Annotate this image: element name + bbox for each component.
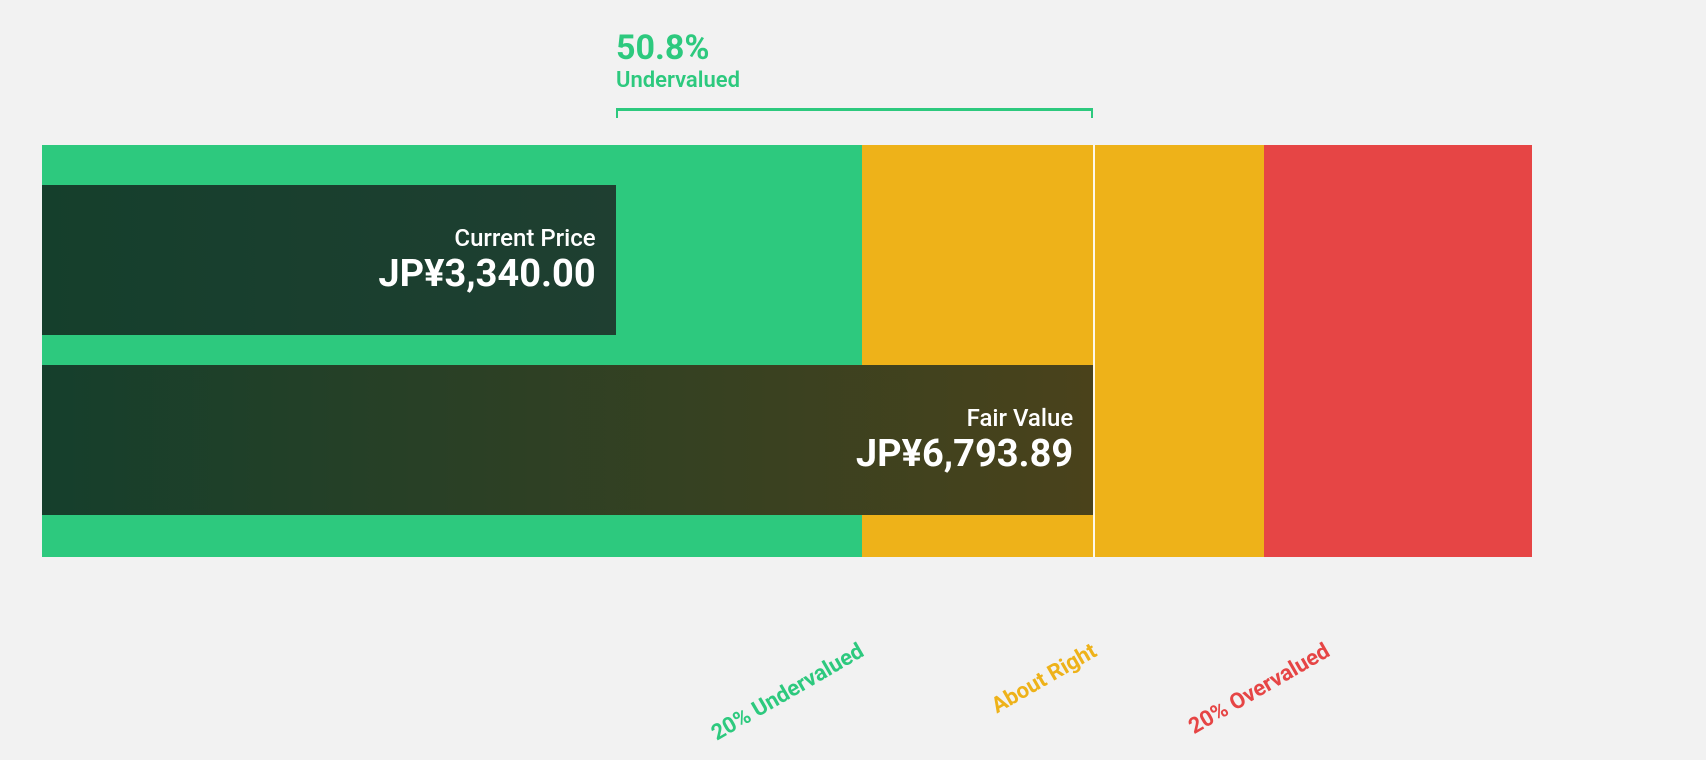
- zone-label: 20% Undervalued: [682, 639, 868, 760]
- zone-label: About Right: [916, 639, 1102, 760]
- valuation-zone-labels: 20% Undervalued About Right 20% Overvalued: [0, 0, 1706, 760]
- zone-label: 20% Overvalued: [1148, 639, 1334, 760]
